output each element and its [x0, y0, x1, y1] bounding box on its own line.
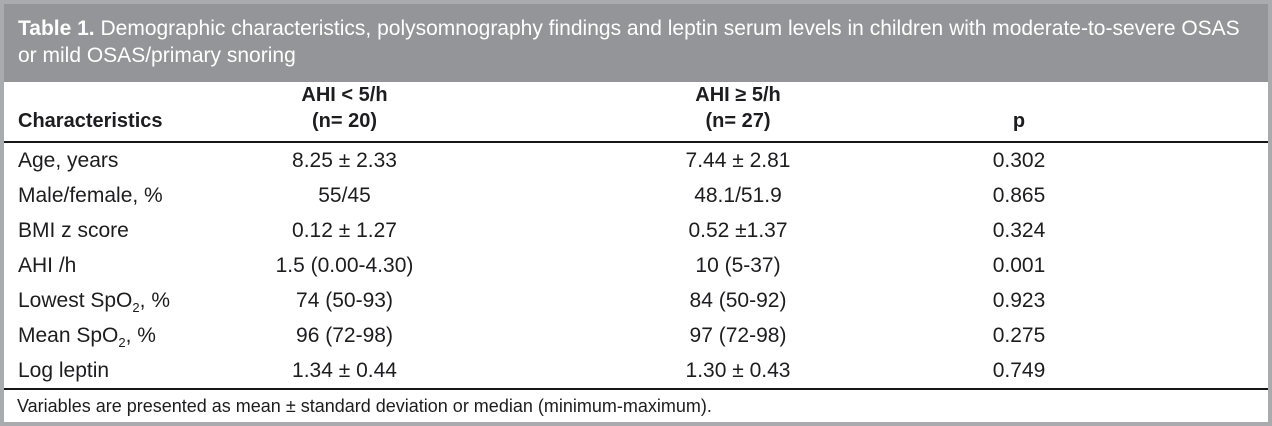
group1-header-line2: (n= 20) [311, 110, 378, 132]
group2-header-line1: AHI ≥ 5/h [695, 84, 781, 106]
filler-cell [1059, 213, 1268, 248]
p-value-cell: 0.865 [992, 183, 1046, 207]
p-value-cell: 0.001 [992, 253, 1046, 277]
filler-cell [1059, 318, 1268, 353]
group1-value-cell: 8.25 ± 2.33 [292, 148, 397, 172]
table-number-label: Table 1. [18, 17, 95, 40]
group2-header-line2: (n= 27) [705, 110, 771, 132]
table-header: Characteristics AHI < 5/h (n= 20) AHI ≥ … [4, 82, 1268, 143]
characteristic-cell: AHI /h [18, 253, 77, 277]
table-row: BMI z score 0.12 ± 1.27 0.52 ±1.37 0.324 [4, 213, 1268, 248]
header-row: Characteristics AHI < 5/h (n= 20) AHI ≥ … [4, 82, 1268, 143]
filler-cell [1059, 283, 1268, 318]
group2-value-cell: 7.44 ± 2.81 [685, 148, 791, 172]
filler-cell [1059, 353, 1268, 388]
table-row: Age, years 8.25 ± 2.33 7.44 ± 2.81 0.302 [4, 142, 1268, 178]
table-row: Log leptin 1.34 ± 0.44 1.30 ± 0.43 0.749 [4, 353, 1268, 388]
table-row: Mean SpO2, % 96 (72-98) 97 (72-98) 0.275 [4, 318, 1268, 353]
group1-value-cell: 1.5 (0.00-4.30) [275, 253, 414, 277]
group1-value-cell: 55/45 [318, 183, 371, 207]
p-value-cell: 0.302 [992, 148, 1046, 172]
column-header-filler [1059, 82, 1268, 143]
filler-cell [1059, 248, 1268, 283]
characteristic-cell: Lowest SpO2, % [18, 288, 170, 315]
group2-value-cell: 48.1/51.9 [694, 183, 782, 207]
table-row: AHI /h 1.5 (0.00-4.30) 10 (5-37) 0.001 [4, 248, 1268, 283]
p-value-cell: 0.923 [992, 288, 1046, 312]
characteristic-cell: BMI z score [18, 218, 129, 242]
subscript: 2 [118, 334, 126, 350]
filler-cell [1059, 142, 1268, 178]
group2-value-cell: 97 (72-98) [689, 323, 787, 347]
characteristic-cell: Age, years [18, 148, 119, 172]
demographics-table: Characteristics AHI < 5/h (n= 20) AHI ≥ … [4, 82, 1268, 388]
table-footnote: Variables are presented as mean ± standa… [4, 388, 1268, 422]
column-header-group2: AHI ≥ 5/h (n= 27) [497, 82, 979, 143]
table-caption: Table 1. Demographic characteristics, po… [4, 4, 1268, 82]
group2-value-cell: 84 (50-92) [689, 288, 787, 312]
table-row: Lowest SpO2, % 74 (50-93) 84 (50-92) 0.923 [4, 283, 1268, 318]
column-header-group1: AHI < 5/h (n= 20) [192, 82, 497, 143]
subscript: 2 [132, 299, 140, 315]
group1-value-cell: 0.12 ± 1.27 [292, 218, 397, 242]
group1-value-cell: 96 (72-98) [296, 323, 393, 347]
table-row: Male/female, % 55/45 48.1/51.9 0.865 [4, 178, 1268, 213]
group1-header-line1: AHI < 5/h [301, 84, 388, 106]
p-value-cell: 0.749 [992, 358, 1046, 382]
characteristic-cell: Log leptin [18, 358, 110, 382]
column-header-characteristics: Characteristics [4, 82, 192, 143]
group1-value-cell: 1.34 ± 0.44 [292, 358, 397, 382]
table-title-text: Demographic characteristics, polysomnogr… [18, 17, 1240, 67]
characteristic-cell: Male/female, % [18, 183, 163, 207]
characteristic-cell: Mean SpO2, % [18, 323, 156, 350]
group2-value-cell: 0.52 ±1.37 [688, 218, 788, 242]
p-value-cell: 0.324 [992, 218, 1046, 242]
p-value-cell: 0.275 [992, 323, 1046, 347]
column-header-p: p [979, 82, 1059, 143]
filler-cell [1059, 178, 1268, 213]
table-body: Age, years 8.25 ± 2.33 7.44 ± 2.81 0.302 Mal… [4, 142, 1268, 388]
group1-value-cell: 74 (50-93) [296, 288, 393, 312]
group2-value-cell: 1.30 ± 0.43 [685, 358, 791, 382]
group2-value-cell: 10 (5-37) [695, 253, 781, 277]
